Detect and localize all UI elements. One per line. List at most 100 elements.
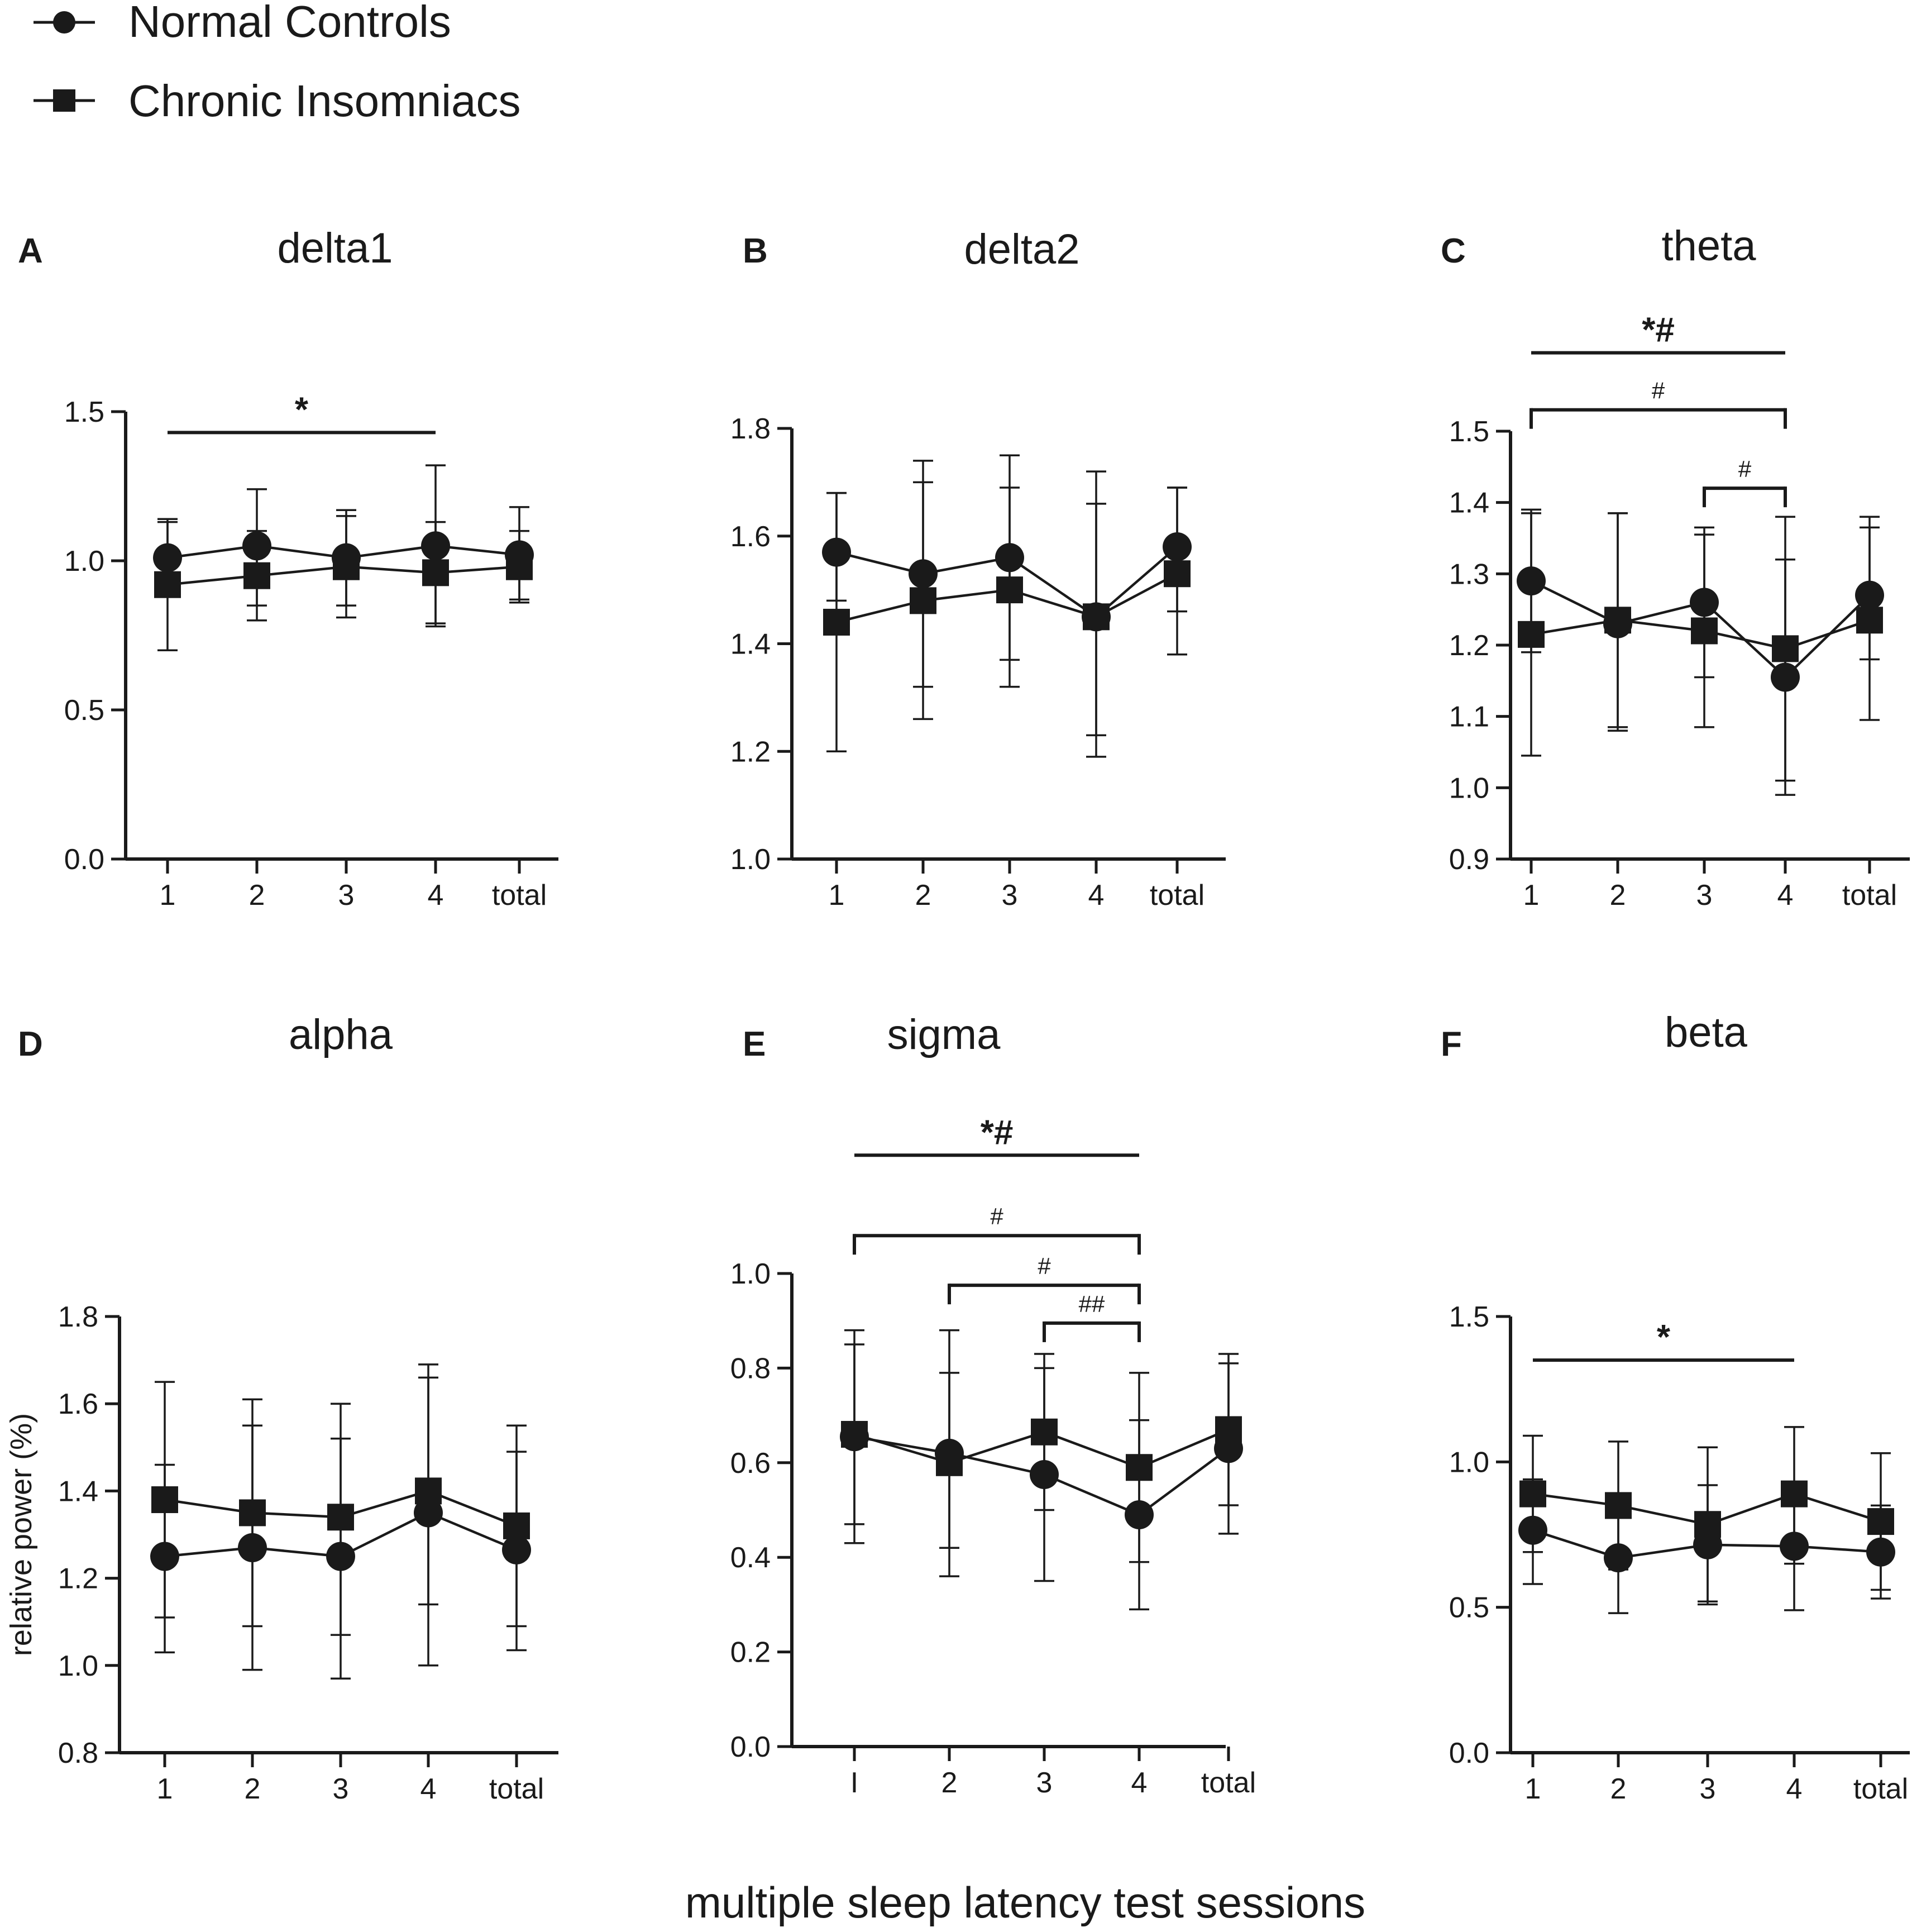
panel-f: beta F 0.0 0.5 1.0 1.5 1 2 3 4 total * [1441,1009,1910,1805]
significance-annotation: * [168,390,436,435]
y-tick-label: 0.0 [1449,1737,1489,1769]
data-point-square [1781,1480,1808,1508]
x-tick-label: 2 [1610,1773,1627,1805]
significance-annotation: # [853,1203,1141,1255]
x-tick-label: 1 [157,1773,173,1805]
significance-label: # [1738,456,1752,482]
data-point-square [910,587,936,614]
data-point-square [1518,621,1545,648]
panel-b: delta2 B 1.0 1.2 1.4 1.6 1.8 1 2 3 4 total [730,226,1226,912]
y-tick-label: 0.0 [64,843,104,876]
y-tick-label: 0.2 [730,1637,771,1669]
data-point-square [1604,607,1631,634]
legend-label-normal-controls: Normal Controls [128,0,451,46]
series-chronic-insomniacs [823,481,1191,752]
data-point-square [1772,635,1799,662]
panel-title: delta2 [964,226,1079,273]
series-chronic-insomniacs [154,515,533,651]
panel-letter: B [743,232,768,270]
y-tick-label: 1.1 [1449,701,1489,733]
series-chronic-insomniacs [841,1343,1242,1563]
x-tick-label: 2 [941,1767,958,1799]
y-tick-label: 1.6 [58,1388,98,1420]
data-point-square [503,1512,530,1539]
y-tick-label: 1.6 [730,521,771,553]
x-tick-label: total [1853,1773,1908,1805]
y-tick-label: 1.2 [1449,629,1489,662]
x-tick-label: I [850,1767,858,1799]
panel-c: theta C 0.9 1.0 1.1 1.2 1.3 1.4 1.5 1 2 3 4 total # # *# [1441,222,1910,912]
y-tick-label: 1.0 [1449,1446,1489,1478]
data-point-square [151,1486,178,1514]
panel-title: alpha [289,1011,393,1058]
circle-marker-icon [53,11,75,34]
significance-label: ## [1079,1291,1105,1317]
square-marker-icon [53,89,75,112]
series-normal-controls [1517,508,1884,796]
significance-annotation: *# [1531,311,1785,355]
x-tick-label: 4 [420,1773,437,1805]
panel-letter: C [1441,232,1466,270]
x-tick-label: 2 [249,879,265,912]
significance-label: *# [1642,311,1675,350]
x-tick-label: 3 [333,1773,349,1805]
x-tick-label: 1 [160,879,176,912]
legend-item-chronic-insomniacs: Chronic Insomniacs [34,76,521,126]
x-tick-label: 4 [1088,879,1105,912]
significance-annotation: * [1533,1318,1794,1362]
significance-annotation: *# [854,1113,1139,1157]
panel-title: delta1 [277,225,393,272]
shared-x-axis-label: multiple sleep latency test sessions [685,1878,1365,1927]
x-tick-label: total [1842,879,1897,912]
x-tick-label: 4 [1131,1767,1148,1799]
y-tick-label: 1.2 [58,1563,98,1595]
y-tick-label: 1.4 [730,628,771,661]
panel-letter: D [18,1025,43,1063]
y-axis-label: relative power (%) [4,1413,38,1656]
y-tick-label: 1.0 [730,843,771,876]
y-tick-label: 1.0 [730,1258,771,1290]
x-tick-label: total [489,1773,544,1805]
y-tick-label: 1.8 [58,1301,98,1333]
legend-label-chronic-insomniacs: Chronic Insomniacs [128,76,521,126]
y-tick-label: 0.5 [1449,1592,1489,1624]
significance-label: * [1657,1318,1671,1357]
x-tick-label: 4 [428,879,444,912]
x-tick-label: 4 [1786,1773,1803,1805]
x-tick-label: 3 [1036,1767,1053,1799]
data-point-square [1083,603,1110,631]
x-tick-label: total [1201,1767,1256,1799]
x-tick-label: 2 [915,879,931,912]
legend-item-normal-controls: Normal Controls [34,0,451,46]
series-normal-controls [153,464,534,624]
data-point-square [996,576,1023,604]
x-tick-label: 4 [1777,879,1794,912]
panel-a: delta1 A 0.0 0.5 1.0 1.5 1 2 3 4 total * [18,225,558,912]
x-tick-label: 1 [829,879,845,912]
y-tick-label: 0.8 [58,1737,98,1769]
data-point-square [154,571,181,598]
data-point-square [1605,1492,1632,1519]
y-tick-label: 0.6 [730,1447,771,1480]
legend: Normal Controls Chronic Insomniacs [34,0,521,126]
x-tick-label: 3 [1700,1773,1716,1805]
data-point-square [841,1420,868,1448]
data-point-square [422,559,449,586]
data-point-square [1691,617,1718,645]
y-tick-label: 1.5 [1449,416,1489,448]
data-point-square [243,562,270,589]
y-tick-label: 0.9 [1449,843,1489,876]
significance-label: # [1038,1253,1051,1279]
series-chronic-insomniacs [1518,512,1883,782]
y-tick-label: 0.4 [730,1542,771,1574]
y-tick-label: 1.4 [58,1475,98,1508]
data-point-square [333,553,360,580]
significance-annotation: # [1703,456,1787,508]
series-chronic-insomniacs [1519,1426,1894,1603]
series-chronic-insomniacs [151,1376,530,1636]
y-tick-label: 1.5 [1449,1301,1489,1333]
significance-label: *# [981,1113,1014,1152]
y-tick-label: 1.8 [730,413,771,445]
